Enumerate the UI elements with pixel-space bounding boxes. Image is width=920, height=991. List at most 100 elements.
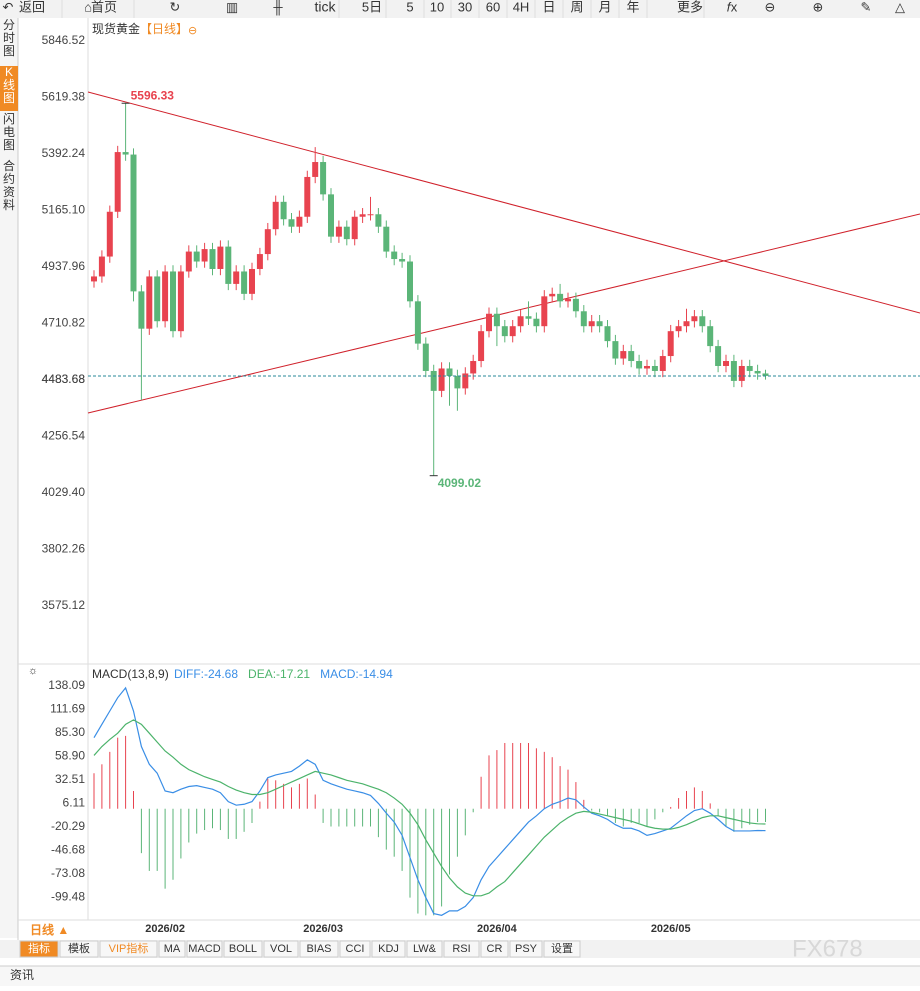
toolbar-button[interactable]: 月 — [598, 0, 611, 14]
candle-body — [651, 365, 658, 371]
toolbar-button[interactable]: 4H — [513, 0, 530, 14]
candle-body — [715, 346, 722, 366]
toolbar-button[interactable]: tick — [315, 0, 337, 15]
candle-body — [644, 365, 650, 369]
candle-body — [138, 291, 145, 329]
candle-body — [312, 162, 319, 177]
toolbar-icon[interactable]: △ — [895, 0, 905, 14]
indicator-tab-bg — [443, 940, 480, 958]
candle-body — [383, 226, 390, 252]
macd-legend: MACD:-14.94 — [320, 667, 393, 681]
indicator-tab[interactable]: 模板 — [68, 941, 90, 955]
candle-body — [659, 356, 666, 371]
side-tab[interactable]: 分时图 — [3, 18, 15, 58]
candle-body — [288, 219, 295, 227]
candle-body — [91, 276, 97, 282]
toolbar-icon[interactable]: ✎ — [861, 0, 872, 14]
toolbar-button[interactable]: 更多 — [677, 0, 703, 14]
x-tick-label: 2026/05 — [651, 923, 691, 935]
candle-body — [754, 370, 761, 374]
y-tick-label: 4029.40 — [42, 485, 86, 499]
candle-body — [501, 326, 508, 337]
indicator-tab[interactable]: PSY — [515, 943, 538, 955]
toolbar-button[interactable]: 返回 — [19, 0, 45, 14]
indicator-tab[interactable]: RSI — [452, 943, 470, 955]
indicator-tab-bg — [543, 940, 581, 958]
toolbar-button[interactable]: 日 — [542, 0, 555, 14]
toolbar-button[interactable]: 10 — [430, 0, 444, 14]
candle-body — [707, 326, 714, 347]
toolbar-icon[interactable]: ▥ — [226, 0, 238, 14]
y-tick-label: 3802.26 — [42, 542, 86, 556]
toolbar-icon[interactable]: ⊕ — [813, 0, 824, 14]
indicator-tab-bg — [509, 940, 543, 958]
footer-bar — [0, 966, 920, 986]
side-tab[interactable]: 合约资料 — [3, 158, 15, 212]
toolbar-button[interactable]: 首页 — [91, 0, 117, 14]
y-tick-label: 4483.68 — [42, 372, 86, 386]
toolbar-icon[interactable]: ╫ — [272, 0, 283, 15]
indicator-tab[interactable]: BIAS — [306, 943, 331, 955]
side-tab[interactable]: K 线图 — [3, 65, 15, 105]
y-tick-label: 32.51 — [55, 772, 85, 786]
footer-tab[interactable]: 资讯 — [10, 968, 34, 982]
candle-body — [486, 313, 492, 332]
indicator-tab[interactable]: LW& — [413, 943, 437, 955]
period-button[interactable]: 日线 ▲ — [30, 922, 69, 937]
toolbar-icon[interactable]: ⊖ — [765, 0, 776, 14]
settings-icon[interactable]: ☼ — [28, 665, 38, 677]
indicator-tab[interactable]: MA — [164, 943, 181, 955]
candle-body — [620, 351, 627, 359]
candle-body — [470, 361, 477, 374]
indicator-tab[interactable]: MACD — [188, 943, 220, 955]
candle-body — [170, 271, 176, 332]
macd-title: MACD(13,8,9) — [92, 667, 169, 681]
toolbar-button[interactable]: 5 — [406, 0, 413, 14]
y-tick-label: 4483.68 — [42, 372, 86, 386]
indicator-tab-bg — [263, 940, 299, 958]
candle-body — [399, 259, 406, 262]
indicator-tab[interactable]: VOL — [270, 943, 292, 955]
indicator-tab[interactable]: CR — [487, 943, 503, 955]
toolbar-icon[interactable]: ↶ — [3, 0, 14, 14]
candle-body — [723, 361, 729, 366]
indicator-tab[interactable]: KDJ — [378, 943, 399, 955]
indicator-tab[interactable]: CCI — [346, 943, 365, 955]
y-tick-label: -46.68 — [51, 842, 85, 856]
toolbar-button[interactable]: 5日 — [362, 0, 382, 14]
trend-line — [87, 213, 920, 414]
y-tick-label: -20.29 — [51, 819, 85, 833]
candle-body — [636, 361, 643, 369]
candle-body — [683, 321, 690, 327]
candle-body — [130, 154, 137, 292]
candle-body — [525, 316, 532, 319]
candle-body — [106, 211, 113, 257]
toolbar-button[interactable]: 年 — [626, 0, 639, 14]
side-tab[interactable]: 闪电图 — [3, 112, 15, 152]
collapse-icon[interactable]: ⊖ — [188, 25, 197, 37]
toolbar-icon[interactable]: ↻ — [170, 0, 181, 14]
candle-body — [391, 251, 398, 260]
indicator-tab[interactable]: 指标 — [28, 941, 50, 955]
toolbar-button[interactable]: 60 — [486, 0, 500, 14]
y-tick-label: 6.11 — [63, 795, 86, 809]
toolbar-icon[interactable]: ⌂ — [84, 0, 92, 14]
candle-body — [509, 326, 516, 337]
indicator-tab[interactable]: BOLL — [229, 943, 257, 955]
candle-body — [438, 368, 445, 391]
candle-body — [335, 226, 342, 237]
candle-body — [454, 375, 461, 389]
indicator-tab-bg — [223, 940, 263, 958]
indicator-tab-bg — [480, 940, 509, 958]
toolbar-icon[interactable]: 𝑓x — [727, 0, 738, 14]
toolbar-button[interactable]: 周 — [570, 0, 583, 14]
candle-body — [343, 226, 350, 240]
y-tick-label: 5165.10 — [42, 203, 86, 217]
candle-body — [699, 316, 706, 327]
candle-body — [746, 365, 753, 371]
toolbar-button[interactable]: 30 — [458, 0, 472, 14]
indicator-tab[interactable]: VIP指标 — [109, 941, 149, 955]
indicator-tab[interactable]: 设置 — [551, 942, 573, 955]
y-tick-label: 5846.52 — [42, 33, 86, 47]
